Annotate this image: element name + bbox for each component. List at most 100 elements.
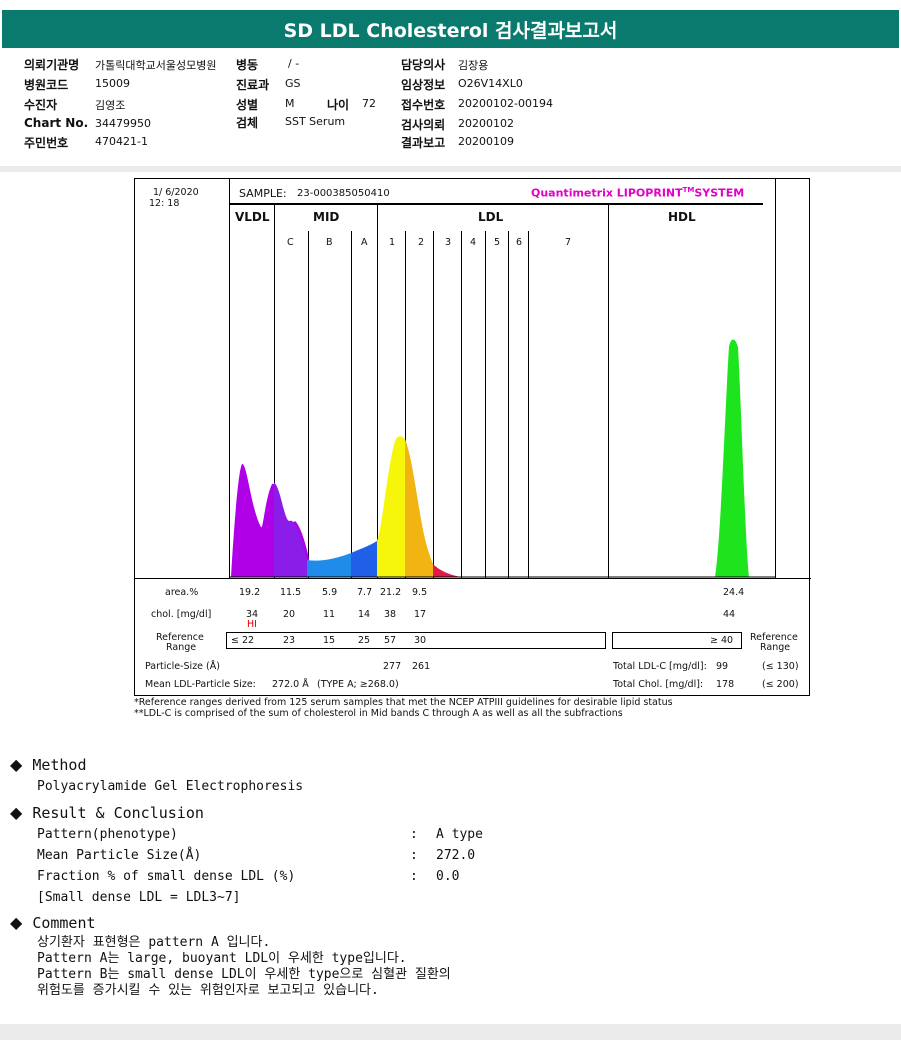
band-label: A (361, 237, 368, 248)
request-date-label: 검사의뢰 (401, 118, 446, 132)
reference-label-right: Reference (750, 632, 798, 643)
patient-info: 의뢰기관명 가톨릭대학교서울성모병원 병동 / - 담당의사 김장용 병원코드 … (0, 48, 901, 166)
receipt-label: 접수번호 (401, 98, 446, 112)
band-c-peak (274, 482, 307, 577)
result-row-value: 272.0 (436, 848, 476, 863)
chol-value: 17 (414, 609, 427, 620)
band-b-peak (307, 553, 351, 577)
densitometry-curve (229, 339, 775, 578)
chart-no-value: 34479950 (95, 117, 151, 130)
region-mid: MID (313, 210, 340, 224)
diamond-icon: ◆ (10, 803, 23, 822)
comment-line: Pattern A는 large, buoyant LDL이 우세한 type입… (37, 951, 407, 966)
band-label: 2 (418, 237, 425, 248)
colon: : (410, 848, 418, 863)
divider (0, 166, 901, 172)
band-label: 7 (565, 237, 572, 248)
ldl3-peak (433, 564, 461, 577)
chol-value: 44 (723, 609, 736, 620)
reference-label: Reference (156, 632, 204, 643)
band-a-peak (351, 541, 377, 577)
range-label-right: Range (760, 642, 791, 653)
particle-size-label: Particle-Size (Å) (145, 661, 220, 672)
particle-size-value: 261 (412, 661, 431, 672)
result-title: ◆ Result & Conclusion (10, 803, 204, 822)
footnote: *Reference ranges derived from 125 serum… (134, 697, 673, 708)
area-value: 5.9 (322, 587, 338, 598)
band-label: 3 (445, 237, 452, 248)
ref-value: 25 (358, 635, 371, 646)
result-row-label: Pattern(phenotype) (37, 827, 178, 842)
age-value: 72 (362, 97, 376, 110)
ref-value: ≤ 22 (231, 635, 255, 646)
comment-line: Pattern B는 small dense LDL이 우세한 type으로 심… (37, 967, 451, 982)
ward-value: / - (288, 57, 300, 70)
specimen-value: SST Serum (285, 115, 346, 128)
ldl1-peak (377, 436, 405, 577)
result-date-value: 20200109 (458, 135, 514, 148)
chol-label: chol. [mg/dl] (151, 609, 212, 620)
doctor-label: 담당의사 (401, 58, 446, 72)
band-label: 5 (494, 237, 501, 248)
divider (0, 1024, 901, 1040)
footnote: **LDL-C is comprised of the sum of chole… (134, 708, 623, 719)
ref-value: ≥ 40 (710, 635, 734, 646)
area-value: 7.7 (357, 587, 373, 598)
region-vldl: VLDL (235, 210, 270, 224)
result-row-value: 0.0 (436, 869, 460, 884)
total-chol-ref: (≤ 200) (762, 679, 799, 690)
band-label: 1 (389, 237, 396, 248)
area-value: 24.4 (723, 587, 745, 598)
band-label: 6 (516, 237, 523, 248)
report-time: 12: 18 (149, 198, 180, 209)
patient-value: 김영조 (95, 99, 126, 112)
result-note: [Small dense LDL = LDL3~7] (37, 890, 241, 905)
band-label: C (287, 237, 294, 248)
age-label: 나이 (327, 98, 350, 112)
hospital-code-value: 15009 (95, 77, 130, 90)
resident-id-label: 주민번호 (24, 136, 69, 150)
report-title: SD LDL Cholesterol 검사결과보고서 (2, 10, 899, 48)
hi-flag: HI (247, 619, 257, 630)
area-label: area.% (165, 587, 199, 598)
hospital-code-label: 병원코드 (24, 78, 69, 92)
total-ldl-ref: (≤ 130) (762, 661, 799, 672)
request-date-value: 20200102 (458, 117, 514, 130)
ref-value: 15 (323, 635, 336, 646)
patient-label: 수진자 (24, 98, 58, 112)
band-label: 4 (470, 237, 477, 248)
total-ldl-label: Total LDL-C [mg/dl]: (613, 661, 707, 672)
area-value: 19.2 (239, 587, 261, 598)
reference-box-hdl (612, 632, 742, 649)
reference-box (226, 632, 606, 649)
mean-ldl-label: Mean LDL-Particle Size: (145, 679, 256, 690)
brand-label: Quantimetrix LIPOPRINTTMSYSTEM (531, 186, 745, 200)
result-row-label: Mean Particle Size(Å) (37, 848, 202, 863)
chol-value: 14 (358, 609, 371, 620)
ward-label: 병동 (236, 58, 259, 72)
hdl-peak (715, 339, 749, 577)
resident-id-value: 470421-1 (95, 135, 148, 148)
comment-line: 상기환자 표현형은 pattern A 입니다. (37, 935, 271, 950)
doctor-value: 김장용 (458, 59, 489, 72)
department-label: 진료과 (236, 78, 270, 92)
total-chol-value: 178 (716, 679, 735, 690)
area-value: 11.5 (280, 587, 302, 598)
lipoprint-report: 1/ 6/2020 12: 18 SAMPLE: 23-000385050410… (134, 178, 811, 696)
method-text: Polyacrylamide Gel Electrophoresis (37, 779, 304, 794)
result-row-label: Fraction % of small dense LDL (%) (37, 869, 296, 884)
particle-size-value: 277 (383, 661, 402, 672)
comment-title: ◆ Comment (10, 913, 96, 932)
area-value: 9.5 (412, 587, 428, 598)
clinical-info-label: 임상정보 (401, 78, 446, 92)
ldl2-peak (405, 439, 433, 577)
method-title: ◆ Method (10, 755, 87, 774)
colon: : (410, 869, 418, 884)
ref-value: 23 (283, 635, 296, 646)
chart-no-label: Chart No. (24, 116, 89, 130)
region-hdl: HDL (668, 210, 696, 224)
chol-value: 34 (246, 609, 259, 620)
total-ldl-value: 99 (716, 661, 729, 672)
total-chol-label: Total Chol. [mg/dl]: (613, 679, 704, 690)
area-value: 21.2 (380, 587, 402, 598)
